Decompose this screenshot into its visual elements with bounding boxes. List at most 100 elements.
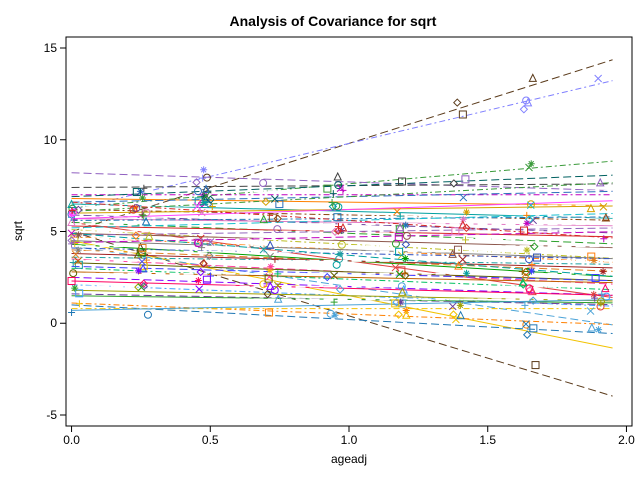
data-point: [143, 310, 152, 319]
data-point: [200, 193, 208, 201]
data-point: [331, 311, 339, 319]
data-point: [138, 211, 146, 219]
data-point: [590, 256, 598, 264]
data-point: [453, 98, 462, 107]
data-point: [602, 292, 611, 301]
data-point: [334, 226, 343, 235]
data-point: [520, 226, 529, 235]
y-axis: -5 0 5 10 15: [44, 41, 66, 422]
data-point: [132, 188, 141, 197]
data-point: [137, 248, 146, 257]
data-point: [395, 222, 405, 232]
data-point: [394, 233, 403, 242]
data-point: [401, 255, 409, 263]
fit-line: [71, 304, 613, 335]
data-point: [398, 177, 407, 186]
data-point: [273, 225, 282, 234]
fit-line: [71, 232, 613, 277]
data-point: [587, 322, 597, 332]
data-point: [202, 173, 211, 182]
y-tick-label: 15: [44, 41, 58, 55]
data-point: [259, 179, 268, 188]
data-point: [519, 105, 529, 114]
data-point: [528, 73, 538, 82]
data-point: [74, 205, 83, 215]
fit-line: [71, 229, 613, 259]
data-point: [193, 187, 202, 196]
data-point: [264, 308, 273, 317]
y-tick-label: 5: [50, 225, 57, 239]
data-point: [270, 286, 279, 295]
data-point: [449, 179, 459, 188]
data-point: [206, 238, 215, 246]
data-point: [451, 227, 460, 236]
data-point: [137, 283, 146, 292]
x-axis: 0.0 0.5 1.0 1.5 2.0: [63, 426, 635, 447]
data-point: [391, 299, 400, 308]
data-point: [263, 289, 272, 299]
data-point: [334, 181, 343, 190]
data-point: [600, 283, 610, 293]
data-point: [266, 252, 274, 261]
data-point: [521, 267, 530, 277]
data-point: [201, 199, 209, 207]
data-point: [332, 260, 341, 269]
data-point: [198, 244, 206, 252]
data-point: [397, 298, 405, 306]
data-point: [393, 207, 401, 216]
data-point: [528, 296, 538, 305]
data-point: [523, 211, 531, 219]
data-point: [521, 273, 530, 282]
data-markers: [67, 73, 611, 370]
data-point: [75, 300, 83, 308]
data-point: [521, 301, 529, 309]
data-point: [458, 255, 467, 264]
data-point: [134, 267, 142, 275]
data-point: [525, 255, 534, 264]
data-point: [394, 310, 403, 319]
data-point: [459, 193, 468, 202]
data-point: [401, 271, 410, 280]
data-point: [523, 330, 532, 339]
data-point: [67, 277, 76, 286]
data-point: [261, 197, 271, 207]
data-point: [454, 261, 463, 270]
data-point: [138, 257, 146, 266]
data-point: [275, 200, 284, 209]
data-point: [396, 212, 404, 220]
data-point: [591, 274, 600, 283]
data-point: [196, 267, 205, 277]
fit-line: [71, 200, 613, 220]
data-point: [67, 217, 76, 227]
data-point: [402, 231, 411, 240]
data-point: [71, 250, 80, 259]
data-point: [335, 285, 345, 294]
fit-line: [71, 80, 613, 210]
data-point: [463, 269, 471, 277]
fit-line: [71, 208, 613, 221]
data-point: [71, 284, 79, 292]
data-point: [326, 309, 335, 318]
data-point: [402, 310, 411, 319]
data-point: [448, 302, 457, 311]
data-point: [533, 253, 542, 262]
data-point: [595, 177, 605, 187]
data-point: [274, 270, 282, 278]
fit-line: [71, 299, 613, 311]
data-point: [337, 240, 346, 249]
data-point: [523, 219, 531, 227]
data-point: [330, 227, 340, 236]
data-point: [197, 208, 206, 217]
data-point: [528, 286, 537, 296]
data-point: [259, 280, 268, 289]
x-tick-label: 2.0: [618, 433, 635, 447]
chart-title: Analysis of Covariance for sqrt: [230, 13, 437, 29]
data-point: [199, 259, 208, 268]
data-point: [398, 287, 407, 296]
data-point: [129, 205, 138, 214]
data-point: [329, 190, 337, 198]
data-point: [201, 184, 211, 194]
y-tick-label: 0: [50, 316, 57, 330]
data-point: [193, 239, 202, 248]
